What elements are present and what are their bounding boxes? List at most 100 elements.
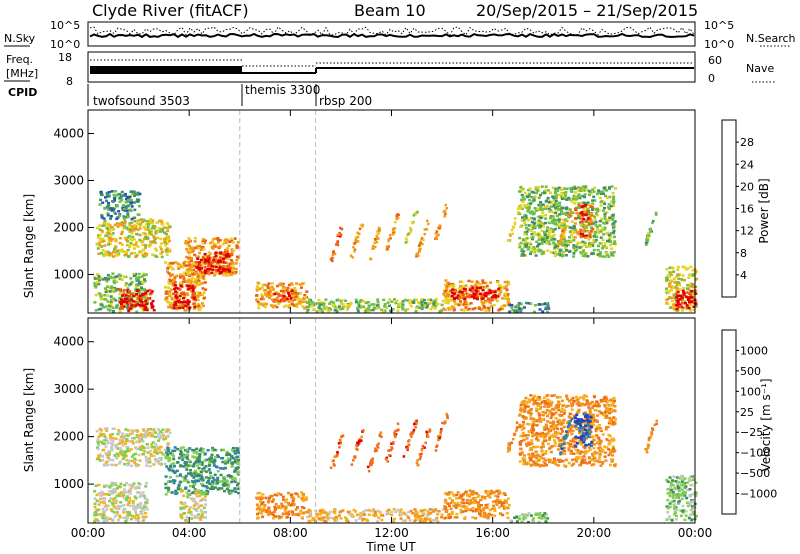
heatmap-cell [116,225,120,228]
heatmap-cell [490,304,494,308]
heatmap-cell [613,240,617,243]
heatmap-cell [611,215,615,218]
heatmap-cell [557,247,561,251]
heatmap-cell [141,232,145,235]
heatmap-cell [128,496,131,500]
heatmap-cell [579,228,583,232]
heatmap-cell [688,292,692,295]
heatmap-cell [545,238,549,242]
heatmap-cell [115,280,119,283]
heatmap-cell [318,512,322,516]
heatmap-cell [123,209,127,212]
heatmap-cell [186,293,190,296]
heatmap-cell [504,296,508,299]
heatmap-cell [302,493,306,496]
heatmap-cell [423,232,426,236]
heatmap-cell [143,232,147,236]
heatmap-cell [132,453,136,456]
heatmap-cell [164,292,168,295]
heatmap-cell [93,281,97,285]
heatmap-cell [272,288,275,291]
heatmap-cell [561,230,564,234]
heatmap-cell [554,206,558,210]
heatmap-cell [226,461,230,464]
heatmap-cell [419,520,423,523]
heatmap-cell [142,255,146,258]
heatmap-cell [536,207,540,211]
heatmap-cell [270,511,274,515]
heatmap-cell [478,498,482,502]
heatmap-cell [577,189,581,193]
heatmap-cell [402,519,405,522]
heatmap-cell [226,257,230,261]
heatmap-cell [465,505,468,509]
heatmap-cell [132,272,136,276]
heatmap-cell [184,487,188,490]
heatmap-cell [93,490,97,493]
heatmap-cell [612,204,616,208]
heatmap-cell [416,301,420,304]
heatmap-cell [689,265,693,269]
nsky-panel: N.Sky 10^5 10^0 10^5 10^0 N.Search [4,19,796,51]
heatmap-cell [476,282,480,285]
heatmap-cell [230,465,234,468]
heatmap-cell [600,192,603,195]
heatmap-cell [122,490,126,494]
heatmap-cell [579,195,583,198]
heatmap-cell [287,491,290,495]
heatmap-cell [151,441,155,444]
heatmap-cell [322,304,326,307]
heatmap-cell [164,437,168,440]
heatmap-cell [512,226,515,229]
heatmap-cell [421,242,424,246]
heatmap-cell [95,429,99,433]
heatmap-cell [455,296,459,299]
heatmap-cell [595,235,599,238]
heatmap-cell [547,221,551,225]
heatmap-cell [552,199,556,202]
heatmap-cell [306,515,310,519]
heatmap-cell [110,305,114,308]
heatmap-cell [362,517,366,521]
heatmap-cell [561,232,564,235]
heatmap-cell [530,250,534,253]
heatmap-cell [540,517,544,520]
heatmap-cell [169,279,173,283]
heatmap-cell [601,190,605,193]
heatmap-cell [689,303,693,306]
heatmap-cell [572,246,576,249]
heatmap-cell [101,458,105,462]
heatmap-cell [123,462,126,466]
heatmap-cell [98,244,102,247]
heatmap-cell [218,239,222,242]
heatmap-cell [422,238,425,241]
heatmap-cell [553,254,557,258]
heatmap-cell [532,310,536,314]
heatmap-cell [106,453,109,457]
heatmap-cell [362,510,365,513]
heatmap-cell [492,294,496,298]
heatmap-cell [557,218,561,222]
heatmap-cell [117,431,121,434]
heatmap-cell [489,492,493,495]
heatmap-cell [208,476,211,480]
heatmap-cell [534,513,538,516]
heatmap-cell [549,215,553,218]
freq-tick-bottom: 8 [66,75,73,88]
heatmap-cell [111,503,115,506]
heatmap-cell [567,196,571,200]
heatmap-cell [465,300,469,304]
heatmap-cell [364,307,368,311]
heatmap-cell [450,491,454,494]
heatmap-cell [420,239,423,242]
heatmap-cell [465,501,469,504]
heatmap-cell [188,266,192,270]
heatmap-cell [99,295,103,298]
heatmap-cell [114,246,118,249]
heatmap-cell [417,244,421,247]
heatmap-cell [150,290,154,293]
heatmap-cell [128,224,132,227]
heatmap-cell [565,198,569,201]
heatmap-cell [455,302,459,306]
heatmap-cell [124,439,128,443]
